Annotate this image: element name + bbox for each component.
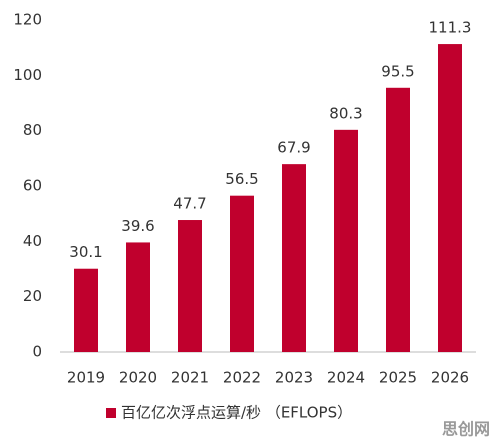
x-tick-label: 2020: [119, 369, 157, 387]
y-tick-label: 20: [23, 287, 42, 305]
x-tick-label: 2025: [379, 369, 417, 387]
value-label: 56.5: [225, 170, 258, 188]
x-tick-label: 2023: [275, 369, 313, 387]
bar: [178, 220, 202, 352]
y-tick-label: 40: [23, 232, 42, 250]
y-tick-label: 60: [23, 177, 42, 195]
bar: [386, 87, 410, 353]
legend-swatch: [106, 408, 116, 418]
bar: [126, 242, 150, 352]
bar: [334, 129, 358, 352]
value-label: 30.1: [69, 243, 102, 261]
legend-label: 百亿亿次浮点运算/秒 （EFLOPS）: [121, 404, 352, 422]
bar: [74, 268, 98, 352]
x-tick-label: 2026: [431, 369, 469, 387]
y-tick-label: 0: [32, 343, 42, 361]
watermark: 思创网: [442, 420, 490, 439]
bar: [282, 164, 306, 352]
y-tick-label: 120: [13, 11, 42, 29]
x-tick-label: 2022: [223, 369, 261, 387]
value-label: 80.3: [329, 104, 362, 122]
value-label: 47.7: [173, 195, 206, 213]
x-tick-label: 2019: [67, 369, 105, 387]
value-label: 39.6: [121, 217, 154, 235]
value-label: 67.9: [277, 139, 310, 157]
value-label: 95.5: [381, 62, 414, 80]
y-tick-label: 80: [23, 121, 42, 139]
x-tick-label: 2021: [171, 369, 209, 387]
x-tick-label: 2024: [327, 369, 365, 387]
bar: [230, 195, 254, 352]
y-tick-label: 100: [13, 66, 42, 84]
bar: [438, 44, 462, 352]
value-label: 111.3: [429, 19, 472, 37]
